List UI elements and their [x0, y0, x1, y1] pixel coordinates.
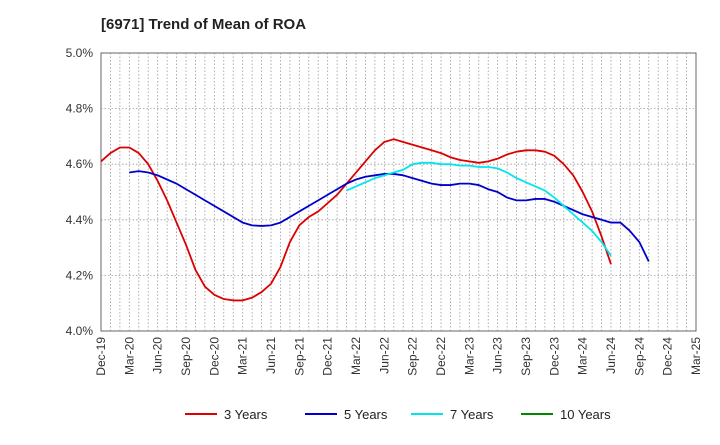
- x-tick-label: Sep-20: [179, 337, 193, 376]
- vertical-grid: [110, 53, 687, 331]
- x-tick-label: Mar-24: [576, 337, 590, 375]
- x-tick-label: Dec-20: [207, 337, 221, 376]
- x-tick-label: Sep-24: [632, 337, 646, 376]
- plot-area: [100, 52, 697, 332]
- x-tick-label: Jun-22: [377, 337, 391, 374]
- x-tick-label: Mar-25: [689, 337, 703, 375]
- y-tick-label: 4.0%: [66, 324, 94, 338]
- x-tick-label: Mar-23: [462, 337, 476, 375]
- legend: 3 Years 5 Years 7 Years 10 Years: [185, 407, 611, 422]
- series-line-3-years: [100, 138, 612, 302]
- x-tick-label: Dec-22: [434, 337, 448, 376]
- series-line-7-years: [346, 161, 612, 257]
- chart-title: [6971] Trend of Mean of ROA: [101, 16, 306, 33]
- y-tick-label: 4.4%: [66, 213, 94, 227]
- y-axis-tick-labels: 4.0% 4.2% 4.4% 4.6% 4.8% 5.0%: [66, 46, 94, 338]
- legend-label: 3 Years: [224, 407, 268, 422]
- y-tick-label: 4.8%: [66, 102, 94, 116]
- y-tick-label: 4.2%: [66, 268, 94, 282]
- y-tick-label: 4.6%: [66, 157, 94, 171]
- y-tick-label: 5.0%: [66, 46, 94, 60]
- x-tick-label: Dec-24: [661, 337, 675, 376]
- x-tick-label: Mar-20: [122, 337, 136, 375]
- x-tick-label: Jun-23: [491, 337, 505, 374]
- legend-label: 5 Years: [344, 407, 388, 422]
- x-tick-label: Jun-21: [264, 337, 278, 374]
- x-tick-label: Mar-21: [236, 337, 250, 375]
- legend-label: 7 Years: [450, 407, 494, 422]
- x-axis-tick-labels: Dec-19 Mar-20 Jun-20 Sep-20 Dec-20 Mar-21 Jun-…: [94, 337, 703, 376]
- x-tick-label: Dec-21: [321, 337, 335, 376]
- x-tick-label: Sep-21: [292, 337, 306, 376]
- legend-label: 10 Years: [560, 407, 611, 422]
- x-tick-label: Sep-23: [519, 337, 533, 376]
- horizontal-grid: [101, 108, 696, 276]
- x-tick-label: Jun-20: [151, 337, 165, 374]
- series-lines: [100, 138, 650, 302]
- x-tick-label: Sep-22: [406, 337, 420, 376]
- x-tick-label: Jun-24: [604, 337, 618, 374]
- x-tick-label: Dec-19: [94, 337, 108, 376]
- x-tick-label: Mar-22: [349, 337, 363, 375]
- x-tick-label: Dec-23: [547, 337, 561, 376]
